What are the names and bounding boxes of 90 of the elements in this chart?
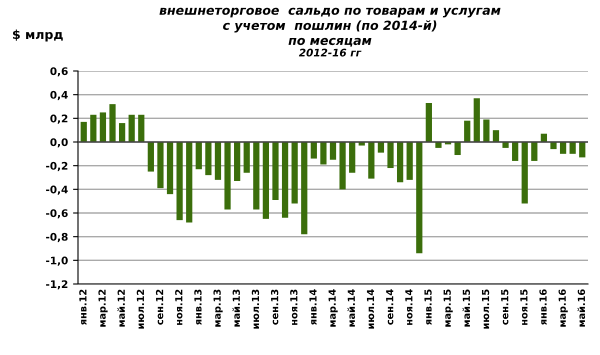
bar (454, 142, 461, 156)
x-tick-label: сен.15 (501, 290, 508, 325)
x-tick-label: июл.12 (136, 290, 144, 329)
y-tick-label: 0,2 (50, 114, 68, 124)
bar (148, 142, 154, 172)
bar (502, 142, 509, 148)
bar (522, 142, 528, 204)
bar (579, 142, 586, 158)
bar (118, 123, 126, 142)
y-tick-label: 0,4 (50, 90, 68, 100)
x-tick-label: мар.14 (328, 289, 338, 327)
y-tick-label: -0,2 (46, 162, 68, 172)
bar (378, 142, 384, 153)
x-tick-label: янв.16 (539, 289, 547, 325)
bar (570, 142, 576, 154)
bar (339, 142, 346, 190)
bar (396, 142, 404, 182)
bar (560, 142, 566, 154)
bar (387, 142, 394, 168)
bar (492, 130, 500, 142)
x-tick-label: ноя.14 (405, 289, 413, 325)
x-tick-label: янв.14 (309, 289, 317, 325)
x-tick-label: сен.13 (270, 290, 278, 325)
x-tick-label: мар.13 (213, 290, 223, 327)
x-tick-label: май.14 (347, 289, 355, 327)
x-tick-label: янв.12 (79, 290, 86, 325)
bar (186, 142, 192, 222)
bar (512, 142, 518, 161)
bar (244, 142, 250, 173)
x-tick-label: ноя.15 (520, 290, 528, 325)
x-tick-label: май.13 (232, 290, 240, 327)
x-tick-label: июл.15 (482, 290, 490, 329)
bar (128, 114, 135, 142)
chart-subtitle: 2012-16 гг (298, 48, 362, 57)
bar (234, 142, 240, 182)
y-tick-label: 0,6 (50, 67, 68, 76)
x-tick-label: ноя.12 (175, 290, 182, 325)
bar (330, 142, 336, 160)
y-tick-label: -0,4 (46, 186, 68, 195)
bar (474, 98, 480, 142)
bar (157, 142, 164, 188)
x-tick-label: июл.14 (366, 289, 374, 329)
bar (435, 142, 442, 148)
bar (196, 142, 202, 170)
y-axis-title: $ млрд (12, 29, 63, 42)
bar (301, 142, 308, 234)
x-tick-label: янв.13 (194, 290, 202, 325)
bar (464, 120, 470, 142)
bar (368, 142, 374, 179)
bar (224, 142, 231, 210)
bar (109, 104, 116, 142)
x-tick-label: май.15 (462, 290, 470, 327)
bar (292, 142, 298, 204)
y-tick-label: -0,6 (46, 209, 68, 218)
x-tick-label: янв.15 (424, 290, 432, 325)
x-tick-label: ноя.13 (290, 290, 298, 325)
bar (531, 142, 538, 161)
x-tick-label: мар.16 (558, 289, 568, 327)
y-tick-label: -0,8 (46, 232, 68, 242)
bar (426, 102, 432, 142)
bar (349, 142, 356, 173)
x-tick-label: июл.13 (252, 290, 260, 329)
bar (310, 142, 317, 159)
x-tick-label: сен.14 (386, 289, 394, 325)
bar (100, 112, 106, 142)
y-tick-label: -1,0 (46, 256, 68, 266)
bar (138, 114, 144, 142)
bar (205, 142, 212, 176)
x-tick-label: мар.15 (444, 290, 453, 327)
x-tick-label: сен.12 (156, 290, 164, 325)
bar (282, 142, 288, 218)
bar (272, 142, 279, 200)
bar (80, 122, 87, 142)
bar (540, 134, 548, 142)
chart-title: внешнеторговое сальдо по товарам и услугам с учетом пошлин (по 2014-й) по месяцам (159, 8, 500, 47)
bar (262, 142, 270, 219)
bar (483, 120, 490, 142)
bar (90, 114, 96, 142)
bar (320, 142, 327, 164)
bar (406, 142, 413, 180)
bar (176, 142, 183, 220)
x-tick-label: мар.12 (98, 290, 108, 327)
bar (166, 142, 174, 194)
y-tick-label: -1,2 (46, 280, 68, 290)
x-tick-label: май.16 (578, 289, 586, 327)
y-tick-label: 0,0 (50, 138, 68, 148)
bar (253, 142, 260, 210)
x-tick-label: май.12 (117, 290, 125, 327)
bar (416, 142, 422, 254)
bar (214, 142, 222, 180)
